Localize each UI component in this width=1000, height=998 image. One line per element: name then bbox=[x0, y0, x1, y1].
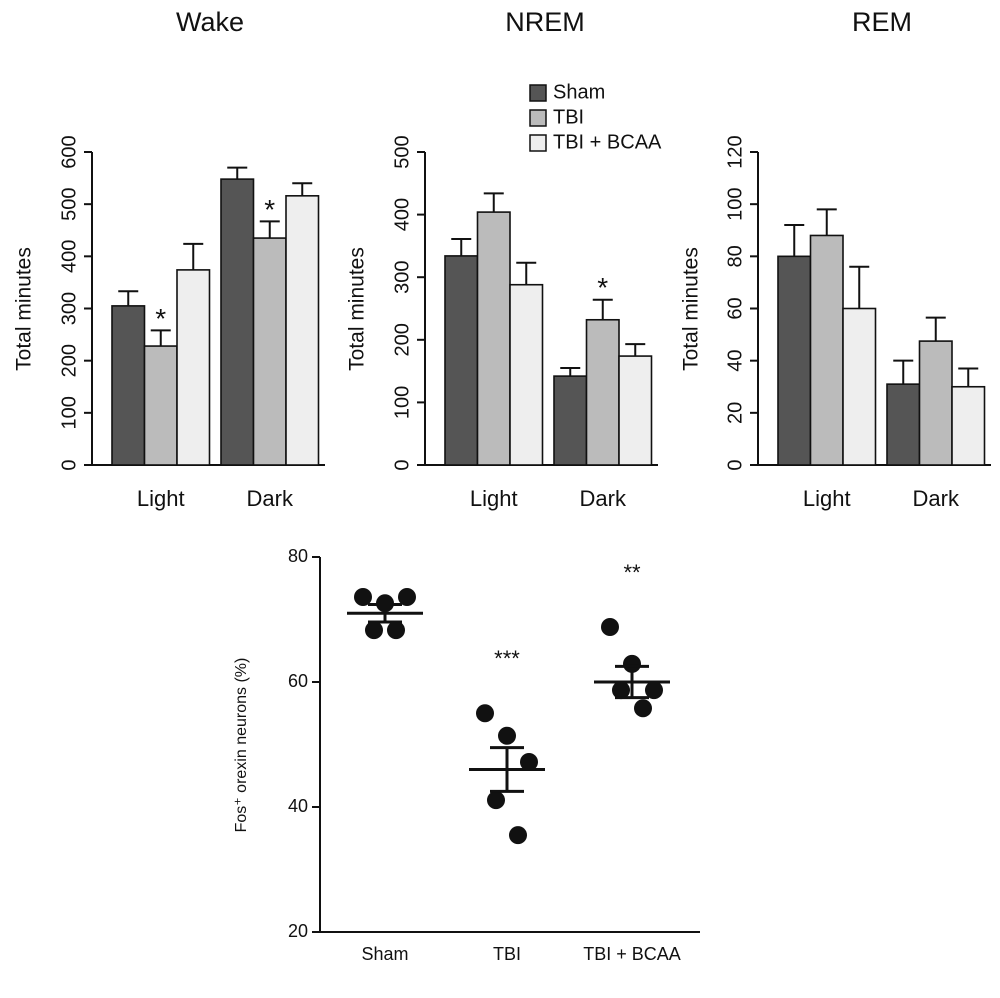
data-point bbox=[520, 753, 538, 771]
x-tick-label: Light bbox=[470, 486, 518, 511]
legend-label: TBI bbox=[553, 106, 584, 128]
y-tick-label: 300 bbox=[391, 261, 413, 294]
legend-swatch bbox=[529, 84, 547, 102]
y-tick-label: 80 bbox=[288, 546, 308, 566]
data-point bbox=[387, 621, 405, 640]
x-tick-label: Dark bbox=[580, 486, 627, 511]
data-point bbox=[509, 826, 527, 845]
y-axis-label: Total minutes bbox=[680, 247, 703, 371]
data-point bbox=[601, 618, 619, 636]
y-tick-label: 20 bbox=[724, 402, 746, 424]
legend-label: TBI + BCAA bbox=[553, 131, 662, 153]
x-tick-label: Light bbox=[803, 486, 851, 511]
y-tick-label: 500 bbox=[391, 135, 413, 168]
data-point bbox=[398, 588, 416, 606]
data-point bbox=[487, 791, 505, 810]
y-tick-label: 0 bbox=[391, 459, 413, 470]
x-tick-label: Light bbox=[137, 486, 185, 511]
bar bbox=[886, 383, 921, 466]
data-point bbox=[612, 681, 630, 700]
y-tick-label: 100 bbox=[58, 396, 80, 429]
x-tick-label: Dark bbox=[913, 486, 960, 511]
y-tick-label: 100 bbox=[724, 187, 746, 220]
chart-title: Wake bbox=[176, 7, 244, 37]
y-tick-label: 500 bbox=[58, 187, 80, 220]
legend-swatch bbox=[529, 109, 547, 127]
bar bbox=[143, 345, 178, 466]
data-point bbox=[365, 621, 383, 640]
chart-title: NREM bbox=[505, 7, 585, 37]
significance-label: ** bbox=[623, 560, 641, 585]
bar bbox=[842, 307, 877, 466]
significance-label: * bbox=[264, 194, 275, 225]
bar bbox=[444, 255, 479, 466]
bar bbox=[918, 340, 953, 466]
y-tick-label: 120 bbox=[724, 135, 746, 168]
y-tick-label: 400 bbox=[58, 240, 80, 273]
y-tick-label: 80 bbox=[724, 245, 746, 267]
bar bbox=[176, 269, 211, 466]
y-tick-label: 100 bbox=[391, 386, 413, 419]
chart-title: REM bbox=[852, 7, 912, 37]
data-point bbox=[645, 681, 663, 700]
y-axis-label: Fos⁺ orexin neurons (%) bbox=[233, 658, 250, 833]
y-tick-label: 600 bbox=[58, 135, 80, 168]
bar bbox=[252, 237, 287, 466]
significance-label: *** bbox=[494, 646, 520, 671]
significance-label: * bbox=[597, 272, 608, 303]
data-point bbox=[498, 726, 516, 745]
data-point bbox=[634, 699, 652, 718]
bar bbox=[809, 234, 844, 466]
y-tick-label: 400 bbox=[391, 198, 413, 231]
bar bbox=[285, 195, 320, 466]
bar bbox=[476, 211, 511, 466]
y-tick-label: 200 bbox=[58, 344, 80, 377]
legend-swatch bbox=[529, 134, 547, 152]
y-tick-label: 40 bbox=[724, 350, 746, 372]
x-tick-label: TBI + BCAA bbox=[583, 944, 681, 964]
y-tick-label: 40 bbox=[288, 796, 308, 816]
legend-label: Sham bbox=[553, 81, 605, 103]
data-point bbox=[476, 704, 494, 723]
bar bbox=[509, 283, 544, 466]
bar bbox=[618, 355, 653, 466]
y-tick-label: 0 bbox=[58, 459, 80, 470]
bar bbox=[553, 375, 588, 466]
data-point bbox=[623, 654, 641, 673]
y-tick-label: 60 bbox=[288, 671, 308, 691]
x-tick-label: TBI bbox=[493, 944, 521, 964]
bar bbox=[220, 178, 255, 466]
y-tick-label: 60 bbox=[724, 297, 746, 319]
y-axis-label: Total minutes bbox=[346, 247, 369, 371]
data-point bbox=[354, 588, 372, 606]
x-tick-label: Dark bbox=[247, 486, 294, 511]
x-tick-label: Sham bbox=[361, 944, 408, 964]
y-tick-label: 0 bbox=[724, 459, 746, 470]
bar bbox=[777, 255, 812, 466]
y-tick-label: 20 bbox=[288, 921, 308, 941]
y-axis-label: Total minutes bbox=[13, 247, 36, 371]
y-tick-label: 300 bbox=[58, 292, 80, 325]
bar bbox=[585, 318, 620, 466]
y-tick-label: 200 bbox=[391, 323, 413, 356]
bar bbox=[111, 305, 146, 466]
bar bbox=[951, 385, 986, 466]
significance-label: * bbox=[155, 303, 166, 334]
